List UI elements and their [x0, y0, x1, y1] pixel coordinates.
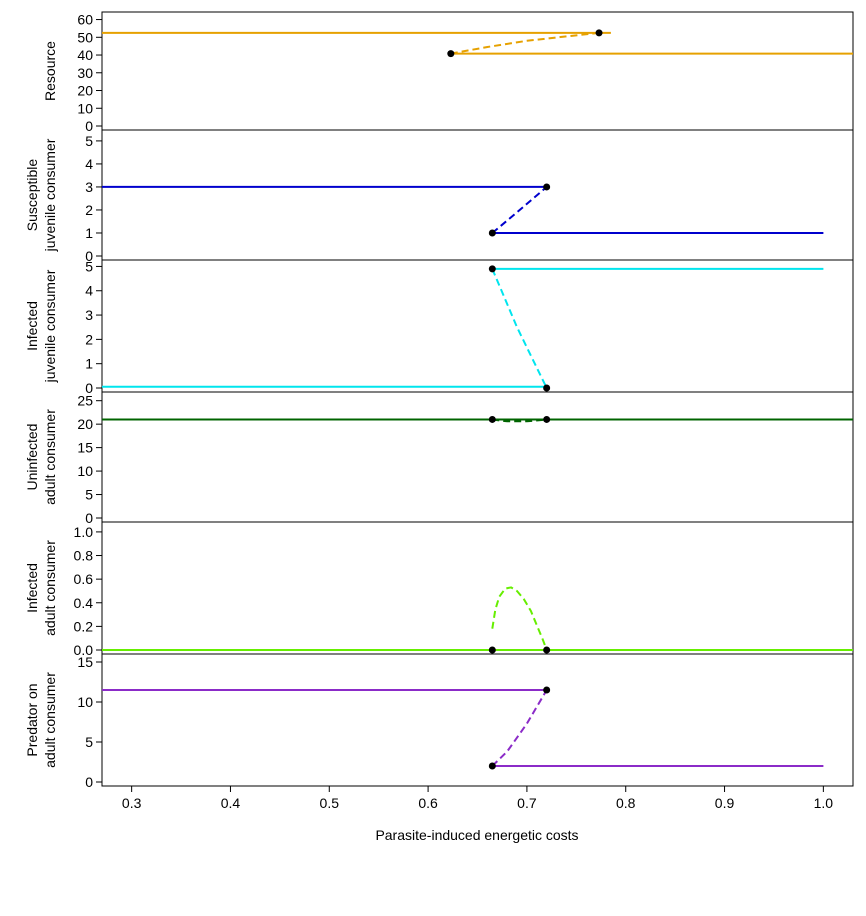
- unstable-branch-line: [491, 586, 548, 651]
- panel-5: 0.0 0.2 0.4 0.6 0.8 1.0 Infected adult consumer: [24, 521, 854, 658]
- panel-data: [102, 29, 853, 58]
- y-tick-label: 5: [85, 258, 93, 274]
- y-tick-label: 0: [85, 248, 93, 264]
- y-tick-label: 50: [77, 29, 93, 45]
- x-tick-label: 0.9: [715, 795, 735, 811]
- unstable-branch-line: [491, 268, 548, 389]
- y-tick-label: 5: [85, 487, 93, 503]
- panel-4: 0 5 10 15 20 25 Uninfected adult consumer: [24, 391, 854, 526]
- y-tick-label: 60: [77, 12, 93, 28]
- bifurcation-point: [488, 646, 496, 654]
- x-tick-label: 0.7: [517, 795, 537, 811]
- panel-data: [102, 415, 853, 423]
- y-tick-label: 10: [77, 463, 93, 479]
- bifurcation-point: [488, 229, 496, 237]
- y-axis-label: Predator on: [24, 683, 40, 756]
- x-tick-label: 0.8: [616, 795, 636, 811]
- panel-6: 0 5 10 15 Predator on adult consumer: [24, 653, 854, 790]
- bifurcation-point: [488, 415, 496, 423]
- panel-frame: [101, 521, 854, 655]
- y-tick-label: 2: [85, 202, 93, 218]
- y-axis-label: Susceptible: [24, 159, 40, 232]
- y-tick-label: 0.2: [74, 618, 94, 634]
- y-axis-label: Infected: [24, 563, 40, 613]
- y-tick-label: 0: [85, 510, 93, 526]
- y-tick-label: 1: [85, 356, 93, 372]
- y-tick-label: 10: [77, 100, 93, 116]
- x-axis-label: Parasite-induced energetic costs: [375, 827, 578, 843]
- y-tick-label: 20: [77, 83, 93, 99]
- y-axis-label: adult consumer: [42, 672, 58, 768]
- bifurcation-point: [543, 646, 551, 654]
- panel-data: [102, 265, 824, 392]
- y-tick-label: 0.8: [74, 548, 94, 564]
- panel-frame: [101, 259, 854, 393]
- panel-data: [102, 183, 824, 237]
- y-tick-label: 0.4: [74, 595, 94, 611]
- bifurcation-point: [488, 265, 496, 273]
- y-axis-label: Uninfected: [24, 424, 40, 491]
- y-tick-label: 10: [77, 694, 93, 710]
- panel-2: 0 1 2 3 4 5 Susceptible juvenile consumer: [24, 129, 854, 264]
- bifurcation-point: [543, 183, 551, 191]
- y-axis-label: juvenile consumer: [42, 269, 58, 383]
- panel-frame: [101, 11, 854, 131]
- unstable-branch-line: [492, 418, 547, 423]
- y-tick-label: 0: [85, 118, 93, 134]
- y-tick-label: 15: [77, 440, 93, 456]
- y-tick-label: 20: [77, 416, 93, 432]
- bifurcation-point: [543, 415, 551, 423]
- y-tick-label: 15: [77, 654, 93, 670]
- x-tick-label: 0.6: [418, 795, 438, 811]
- x-tick-label: 0.4: [221, 795, 241, 811]
- y-tick-label: 2: [85, 331, 93, 347]
- bifurcation-point: [543, 686, 551, 694]
- panel-3: 0 1 2 3 4 5 Infected juvenile consumer: [24, 258, 854, 396]
- y-tick-label: 0.0: [74, 642, 94, 658]
- y-axis-label: Infected: [24, 301, 40, 351]
- y-tick-label: 1: [85, 225, 93, 241]
- bifurcation-point: [447, 50, 455, 58]
- y-axis-label: adult consumer: [42, 540, 58, 636]
- y-tick-label: 5: [85, 734, 93, 750]
- y-tick-label: 0: [85, 774, 93, 790]
- y-tick-label: 4: [85, 156, 93, 172]
- y-axis-label: juvenile consumer: [42, 138, 58, 252]
- unstable-branch-line: [450, 31, 600, 55]
- y-tick-label: 0: [85, 380, 93, 396]
- bifurcation-point: [543, 384, 551, 392]
- panel-data: [102, 686, 824, 770]
- x-tick-label: 0.5: [320, 795, 340, 811]
- y-tick-label: 0.6: [74, 571, 94, 587]
- y-axis-label: adult consumer: [42, 409, 58, 505]
- y-tick-label: 3: [85, 179, 93, 195]
- y-tick-label: 25: [77, 393, 93, 409]
- y-tick-label: 3: [85, 307, 93, 323]
- panel-frame: [101, 129, 854, 261]
- panel-frame: [101, 391, 854, 523]
- x-tick-label: 1.0: [814, 795, 834, 811]
- x-tick-label: 0.3: [122, 795, 142, 811]
- y-tick-label: 5: [85, 133, 93, 149]
- bifurcation-point: [595, 29, 603, 37]
- y-tick-label: 30: [77, 65, 93, 81]
- unstable-branch-line: [491, 186, 548, 234]
- y-tick-label: 1.0: [74, 524, 94, 540]
- y-axis-label: Resource: [42, 41, 58, 101]
- unstable-branch-line: [491, 689, 548, 767]
- y-tick-label: 40: [77, 47, 93, 63]
- bifurcation-point: [488, 762, 496, 770]
- panel-data: [102, 586, 853, 654]
- x-axis: 0.3 0.4 0.5 0.6 0.7 0.8 0.9 1.0: [122, 785, 834, 811]
- y-tick-label: 4: [85, 283, 93, 299]
